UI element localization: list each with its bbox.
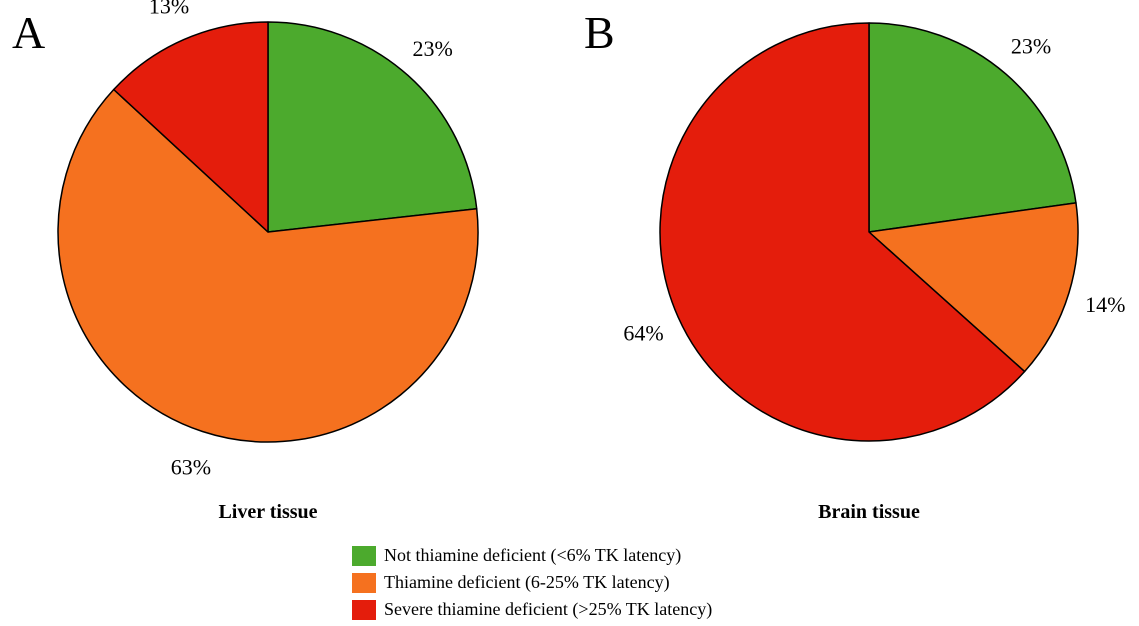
legend-swatch: [352, 572, 376, 593]
slice-label: 63%: [171, 455, 211, 480]
legend-item: Severe thiamine deficient (>25% TK laten…: [352, 596, 712, 623]
chart-title-a: Liver tissue: [218, 501, 317, 523]
panel-letter-b: B: [584, 7, 615, 58]
panel-b: B 23% 14% 64% Brain tissue: [584, 7, 1125, 523]
pie-a: [57, 21, 479, 443]
legend-label: Not thiamine deficient (<6% TK latency): [384, 545, 682, 565]
slice-label: 64%: [623, 321, 663, 346]
legend-item: Not thiamine deficient (<6% TK latency): [352, 542, 712, 569]
pie-slice: [267, 21, 478, 233]
legend-swatch: [352, 599, 376, 620]
legend-swatch: [352, 545, 376, 566]
panel-letter-a: A: [12, 7, 45, 58]
legend-item: Thiamine deficient (6-25% TK latency): [352, 569, 712, 596]
pie-slice: [112, 21, 269, 233]
legend-label: Severe thiamine deficient (>25% TK laten…: [384, 599, 713, 619]
pie-slice: [57, 88, 479, 443]
slice-label: 23%: [1011, 34, 1051, 59]
legend: Not thiamine deficient (<6% TK latency) …: [352, 542, 712, 623]
slice-label: 23%: [413, 36, 453, 61]
slice-label: 13%: [149, 0, 189, 19]
pie-slice: [868, 202, 1079, 373]
legend-label: Thiamine deficient (6-25% TK latency): [384, 572, 670, 592]
pie-b: [659, 22, 1079, 442]
pie-slice: [868, 22, 1077, 233]
chart-title-b: Brain tissue: [818, 501, 920, 523]
pie-slice: [659, 22, 1026, 442]
slice-label: 14%: [1085, 292, 1125, 317]
panel-a: A 23% 63% 13% Liver tissue: [12, 0, 479, 523]
